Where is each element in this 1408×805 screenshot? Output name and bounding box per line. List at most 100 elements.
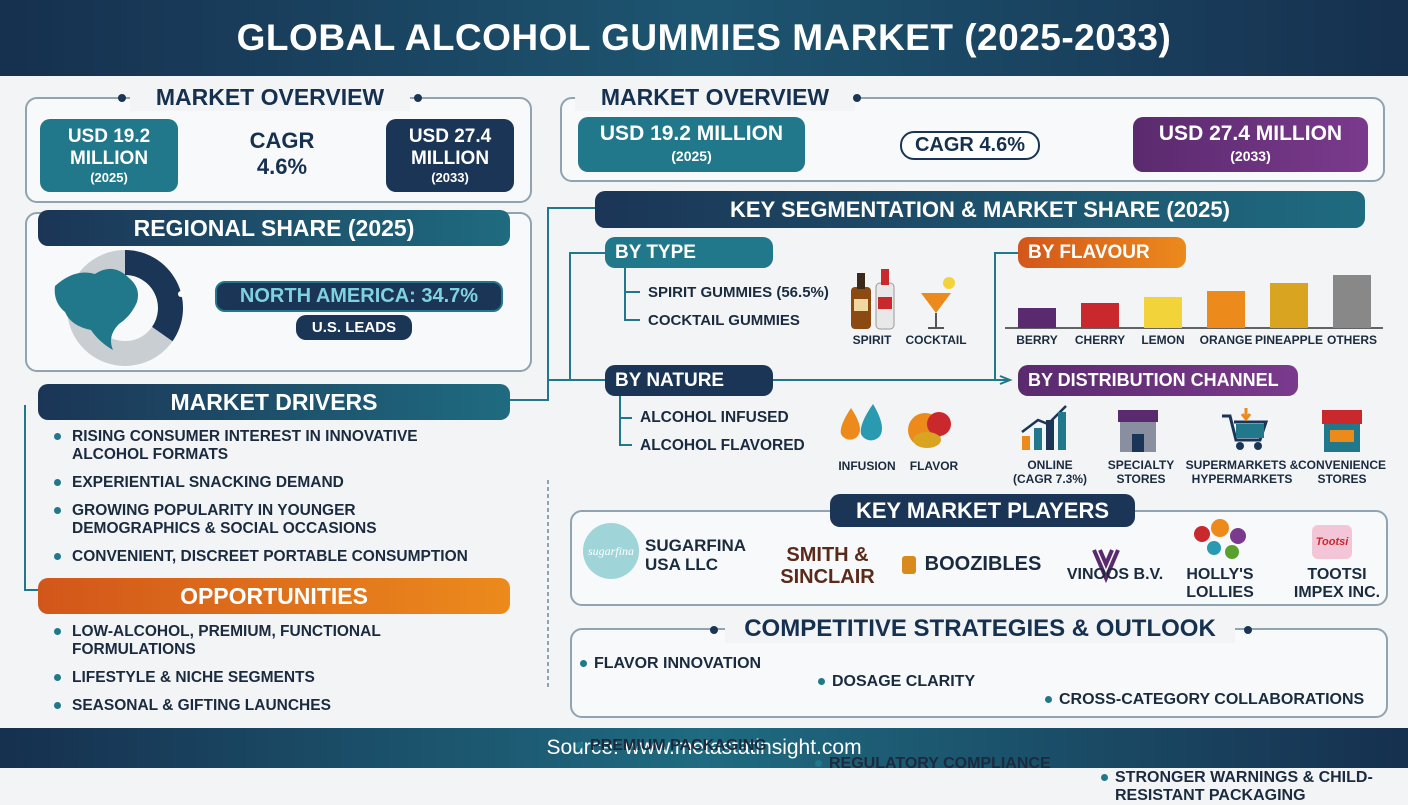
player-name: HOLLY'S LOLLIES [1186,566,1254,601]
donut [54,250,184,366]
nature-item: ALCOHOL INFUSED [640,409,789,426]
value-line: USD 27.4 [408,125,492,147]
segment-title: BY NATURE [605,365,773,396]
section-title: OPPORTUNITIES [38,578,510,614]
channel-icons [1021,405,1362,452]
player-name: TOOTSI IMPEX INC. [1293,566,1381,601]
list-item: SEASONAL & GIFTING LAUNCHES [52,697,452,715]
logo: Tootsi [1312,525,1352,559]
list-item: CONVENIENT, DISCREET PORTABLE CONSUMPTIO… [52,548,472,566]
strategy-list: FLAVOR INNOVATION DOSAGE CLARITY CROSS-CAT… [0,0,1373,804]
dot [710,626,718,634]
year: (2033) [1230,147,1271,164]
header: GLOBAL ALCOHOL GUMMIES MARKET (2025-2033… [0,0,1408,76]
category-label: PINEAPPLE [1255,333,1323,347]
dot [414,94,422,102]
dot [118,94,126,102]
icon-label: SPIRIT [852,333,892,347]
donut-slice [125,250,183,342]
title: GLOBAL ALCOHOL GUMMIES MARKET (2025-2033… [236,17,1172,58]
type-item: SPIRIT GUMMIES (56.5%) [648,284,829,301]
nature-icons [840,404,951,448]
list-item: LIFESTYLE & NICHE SEGMENTS [52,669,452,687]
end-value: USD 27.4 MILLION (2033) [1133,117,1368,172]
source: Source: www.metastatinsight.com [546,736,862,759]
category-label: CHERRY [1075,333,1125,347]
opportunity-list: LOW-ALCOHOL, PREMIUM, FUNCTIONAL FORMULA… [52,623,452,715]
cagr-line: 4.6% [256,154,308,179]
section-title: KEY SEGMENTATION & MARKET SHARE (2025) [595,191,1365,228]
icon-label: INFUSION [838,459,896,473]
map [54,268,138,350]
value: USD 27.4 MILLION [1158,121,1343,145]
map-pin [178,291,184,297]
year: (2025) [90,169,128,185]
lollies-icon [1194,519,1246,559]
strategy-item: CROSS-CATEGORY COLLABORATIONS [1043,691,1383,709]
bar [1333,275,1371,328]
value: USD 19.2 MILLION [599,121,784,145]
list-item: LOW-ALCOHOL, PREMIUM, FUNCTIONAL FORMULA… [52,623,452,659]
player-name: SMITH & SINCLAIR [780,544,875,588]
list-item: GROWING POPULARITY IN YOUNGER DEMOGRAPHI… [52,502,472,538]
dot [1244,626,1252,634]
type-icons [851,269,955,330]
end-value: USD 27.4 MILLION (2033) [386,119,514,192]
strategy-item: DOSAGE CLARITY [816,673,1016,691]
list-item: RISING CONSUMER INTEREST IN INNOVATIVE A… [52,428,472,464]
category-label: ORANGE [1200,333,1253,347]
segment-title: BY TYPE [605,237,773,268]
icon-label: COCKTAIL [905,333,967,347]
logo: sugarfina [583,523,639,579]
strategy-item: REGULATORY COMPLIANCE [813,755,1073,773]
segment-title: BY DISTRIBUTION CHANNEL [1018,365,1298,396]
icon-label: FLAVOR [909,459,959,473]
strategy-item: FLAVOR INNOVATION [578,655,798,673]
category-label: LEMON [1141,333,1184,347]
nature-item: ALCOHOL FLAVORED [640,437,805,454]
strategy-item: PREMIUM PACKAGING [574,737,794,755]
list-item: EXPERIENTIAL SNACKING DEMAND [52,474,472,492]
cagr-line: CAGR [249,128,315,153]
bar [1081,303,1119,328]
strategy-item: STRONGER WARNINGS & CHILD-RESISTANT PACK… [1099,769,1384,805]
year: (2025) [671,147,712,164]
channel-label: SPECIALTY STORES [1107,458,1175,486]
value-line: USD 19.2 [67,125,151,147]
section-title: COMPETITIVE STRATEGIES & OUTLOOK [725,615,1235,643]
bar [1018,308,1056,328]
player-name: BOOZIBLES [924,553,1042,575]
bar [1144,297,1182,328]
flavour-chart: BERRY CHERRY LEMON ORANGE PINEAPPLE OTHERS [1005,275,1383,347]
channel-label: CONVENIENCE STORES [1297,458,1386,486]
category-label: OTHERS [1327,333,1377,347]
channel-label: ONLINE [1027,458,1073,472]
section-title: KEY MARKET PLAYERS [830,494,1135,527]
player-name: SUGARFINA USA LLC [645,536,746,574]
cagr: CAGR 4.6% [232,128,332,180]
region-note: U.S. LEADS [296,315,412,340]
player-name: VINOOS B.V. [1066,566,1164,583]
player-icons [902,549,1120,584]
driver-list: RISING CONSUMER INTEREST IN INNOVATIVE A… [52,428,472,566]
channel-note: (CAGR 7.3%) [1012,472,1087,486]
section-title: MARKET OVERVIEW [575,84,855,111]
value-line: MILLION [410,147,490,169]
section-title: MARKET DRIVERS [38,384,510,420]
channel-label: SUPERMARKETS & HYPERMARKETS [1185,458,1299,486]
start-value: USD 19.2 MILLION (2025) [578,117,805,172]
bar [1270,283,1308,328]
cagr: CAGR 4.6% [900,131,1040,160]
dot [853,94,861,102]
section-title: MARKET OVERVIEW [130,84,410,111]
start-value: USD 19.2 MILLION (2025) [40,119,178,192]
footer: Source: www.metastatinsight.com [0,728,1408,768]
year: (2033) [431,169,469,185]
value-line: MILLION [69,147,149,169]
section-title: REGIONAL SHARE (2025) [38,210,510,246]
category-label: BERRY [1016,333,1058,347]
bar [1207,291,1245,328]
segment-title: BY FLAVOUR [1018,237,1186,268]
type-item: COCKTAIL GUMMIES [648,312,800,329]
